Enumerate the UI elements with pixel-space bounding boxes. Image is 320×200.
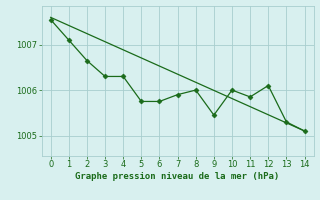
X-axis label: Graphe pression niveau de la mer (hPa): Graphe pression niveau de la mer (hPa) [76, 172, 280, 181]
